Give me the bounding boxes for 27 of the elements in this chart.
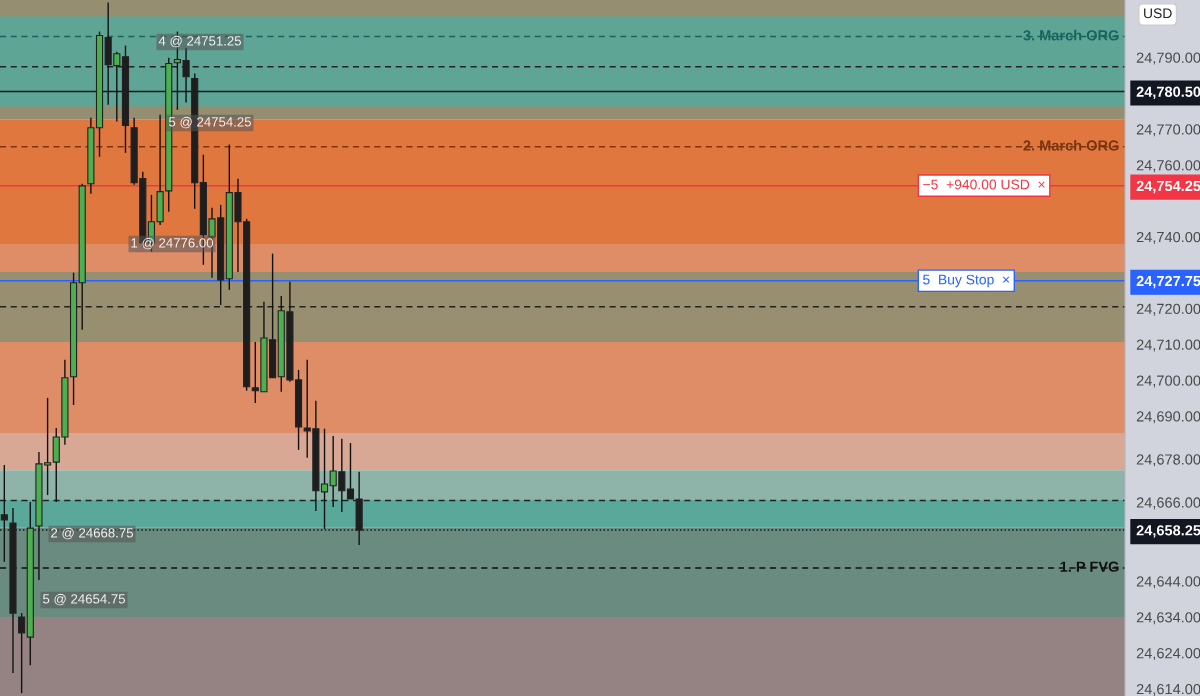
y-tick-label: 24,624.00 [1136, 648, 1200, 661]
ref-line-label: −5 +940.00 USD × [923, 179, 1045, 190]
text: USD [1144, 8, 1172, 19]
y-tick-label: 24,690.00 [1136, 411, 1200, 424]
y-tick-label: 24,727.75 [1136, 275, 1200, 289]
ref-line-label: 5 Buy Stop × [923, 274, 1010, 288]
y-tick-label: 24,720.00 [1136, 303, 1200, 316]
candlestick [18, 612, 26, 694]
y-tick-label: 24,658.25 [1136, 525, 1200, 538]
annotation: 2 @ 24668.75 [51, 527, 133, 540]
y-tick-label: 24,644.00 [1136, 576, 1200, 589]
ref-line-label: 2. March ORG [1023, 139, 1119, 151]
y-tick-label: 24,754.25 [1136, 180, 1200, 194]
y-tick-label: 24,780.50 [1136, 86, 1200, 100]
y-tick-label: 24,678.00 [1136, 454, 1200, 467]
y-tick-label: 24,700.00 [1136, 375, 1200, 388]
annotation: 4 @ 24751.25 [158, 35, 241, 48]
y-tick-label: 24,634.00 [1136, 612, 1200, 625]
y-tick-label: 24,710.00 [1136, 339, 1200, 352]
y-tick-label: 24,614.00 [1136, 683, 1200, 696]
y-tick-label: 24,760.00 [1136, 160, 1200, 173]
y-tick-label: 24,790.00 [1136, 52, 1200, 65]
annotation: 5 @ 24754.25 [168, 116, 251, 129]
annotation: 5 @ 24654.75 [42, 593, 125, 606]
y-tick-label: 24,666.00 [1136, 497, 1200, 510]
y-tick-label: 24,740.00 [1136, 231, 1200, 244]
y-tick-label: 24,770.00 [1136, 124, 1200, 137]
